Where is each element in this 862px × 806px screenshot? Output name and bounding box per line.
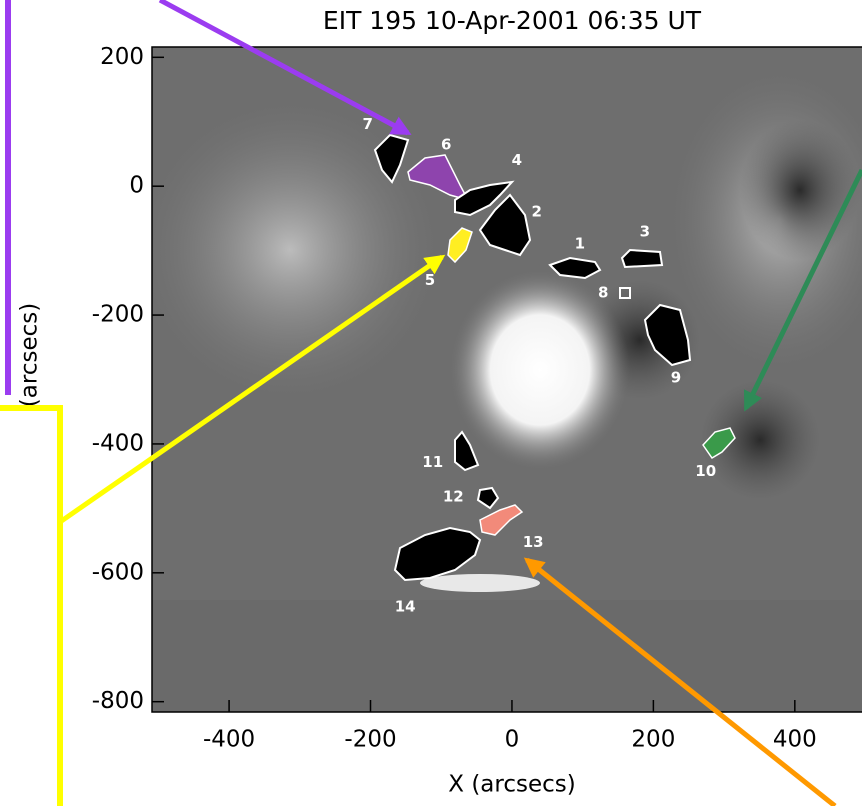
x-tick-label: -200 [344, 727, 396, 753]
region-label: 10 [695, 462, 716, 480]
region-label: 9 [671, 369, 681, 387]
region-label: 6 [441, 135, 451, 153]
y-tick-label: -600 [92, 559, 144, 585]
region-label: 5 [425, 271, 435, 289]
figure: -400 -200 0 200 400 200 0 -200 -400 -600 -800 EIT … [0, 0, 862, 806]
solar-image [140, 47, 862, 712]
x-tick-label: 0 [505, 727, 520, 753]
region-label: 3 [640, 222, 650, 240]
y-tick-label: 0 [129, 173, 144, 199]
region-label: 13 [523, 533, 544, 551]
y-tick-label: -200 [92, 302, 144, 328]
region-label: 7 [362, 115, 372, 133]
region-label: 1 [575, 235, 585, 253]
title: EIT 195 10-Apr-2001 06:35 UT [323, 6, 702, 35]
region-label: 14 [395, 597, 416, 615]
y-tick-label: -400 [92, 430, 144, 456]
x-tick-label: 400 [773, 727, 817, 753]
region-label: 4 [512, 151, 522, 169]
x-tick-label: -400 [203, 727, 255, 753]
x-label: X (arcsecs) [448, 772, 575, 798]
region-label: 11 [422, 453, 443, 471]
region-label: 2 [531, 202, 541, 220]
region-label: 12 [443, 487, 464, 505]
y-tick-label: -800 [92, 688, 144, 714]
region-label: 8 [598, 284, 608, 302]
y-label: (arcsecs) [17, 303, 43, 407]
left-panel [0, 408, 60, 806]
y-tick-label: 200 [100, 44, 144, 70]
x-tick-label: 200 [631, 727, 675, 753]
